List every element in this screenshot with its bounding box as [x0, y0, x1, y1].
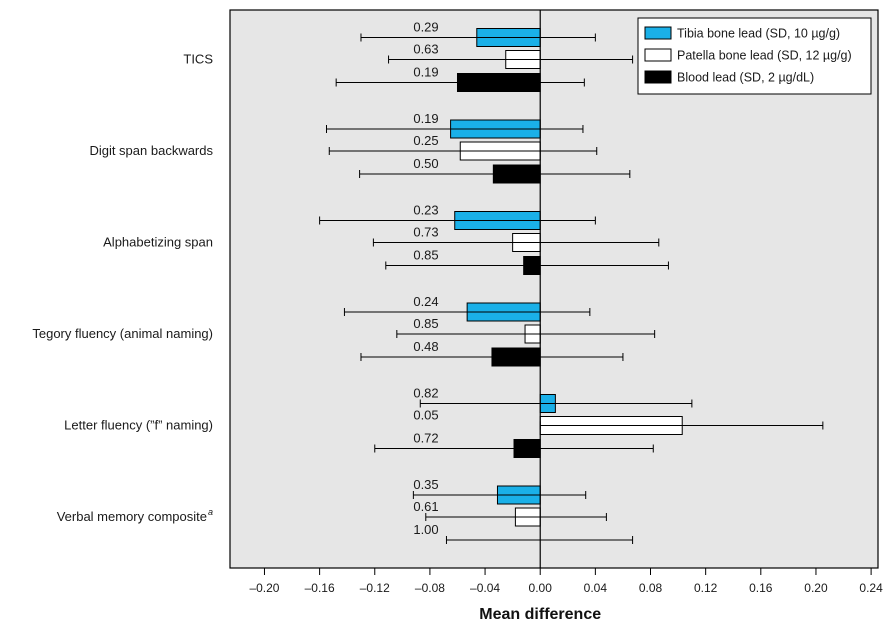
x-axis: –0.20 –0.16 –0.12 –0.08 –0.04 0.00 0.04 0.08 0.1… [249, 568, 883, 595]
category-label: Alphabetizing span [103, 235, 213, 250]
p-value-label: 0.24 [413, 294, 438, 309]
x-tick-label: 0.20 [804, 581, 828, 595]
p-value-label: 0.85 [413, 248, 438, 263]
category-label-text: Verbal memory composite [57, 509, 207, 524]
x-tick-label: 0.08 [639, 581, 663, 595]
p-value-label: 0.19 [413, 111, 438, 126]
p-value-label: 0.25 [413, 133, 438, 148]
category-label-text: Letter fluency (”f” naming) [64, 418, 213, 433]
p-value-label: 0.35 [413, 477, 438, 492]
legend-swatch-tibia [644, 26, 672, 40]
p-value-label: 0.05 [413, 408, 438, 423]
x-tick-label: –0.08 [415, 581, 445, 595]
category-label: Verbal memory compositea [57, 507, 213, 524]
category-label-text: Alphabetizing span [103, 235, 213, 250]
category-label-superscript: a [208, 507, 213, 517]
p-value-label: 1.00 [413, 522, 438, 537]
category-label-text: Digit span backwards [89, 143, 213, 158]
p-value-label: 0.29 [413, 20, 438, 35]
error-bars [319, 33, 824, 544]
x-tick-label: 0.16 [749, 581, 773, 595]
p-value-label: 0.73 [413, 225, 438, 240]
p-value-label: 0.63 [413, 42, 438, 57]
legend-label-tibia: Tibia bone lead (SD, 10 µg/g) [677, 27, 840, 41]
legend-label-blood: Blood lead (SD, 2 µg/dL) [677, 71, 814, 85]
x-tick-label: –0.12 [360, 581, 390, 595]
x-tick-label: 0.24 [859, 581, 883, 595]
category-labels: TICS Digit span backwards Alphabetizing sp… [32, 52, 213, 525]
x-tick-label: 0.04 [584, 581, 608, 595]
category-label: TICS [183, 52, 213, 67]
x-axis-title: Mean difference [479, 606, 601, 623]
plot-area [229, 9, 879, 569]
legend-swatch-blood [644, 70, 672, 84]
category-label-text: Tegory fluency (animal naming) [32, 326, 213, 341]
p-value-label: 0.50 [413, 156, 438, 171]
category-label: Digit span backwards [89, 143, 213, 158]
p-value-labels: 0.29 0.63 0.19 0.19 0.25 0.50 0.23 0.73 0.85 0.24… [413, 20, 438, 538]
legend-label-patella: Patella bone lead (SD, 12 µg/g) [677, 49, 852, 63]
legend-box [637, 17, 872, 95]
x-tick-label: –0.20 [249, 581, 279, 595]
category-label-text: TICS [183, 52, 213, 67]
x-tick-label: 0.00 [529, 581, 553, 595]
category-label: Letter fluency (”f” naming) [64, 418, 213, 433]
p-value-label: 0.82 [413, 386, 438, 401]
x-tick-label: –0.04 [470, 581, 500, 595]
p-value-label: 0.48 [413, 339, 438, 354]
x-tick-label: 0.12 [694, 581, 718, 595]
category-label: Tegory fluency (animal naming) [32, 326, 213, 341]
legend-swatch-patella [644, 48, 672, 62]
p-value-label: 0.72 [413, 431, 438, 446]
p-value-label: 0.23 [413, 203, 438, 218]
p-value-label: 0.19 [413, 65, 438, 80]
p-value-label: 0.61 [413, 499, 438, 514]
legend: Tibia bone lead (SD, 10 µg/g) Patella bon… [637, 17, 872, 95]
x-tick-label: –0.16 [305, 581, 335, 595]
p-value-label: 0.85 [413, 316, 438, 331]
